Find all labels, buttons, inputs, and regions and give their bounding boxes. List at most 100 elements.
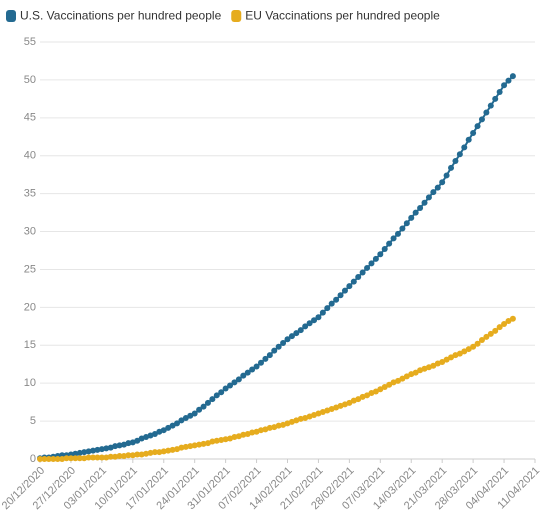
y-tick-label: 15 xyxy=(24,339,36,351)
data-point xyxy=(94,454,101,461)
data-point xyxy=(381,383,388,390)
data-point xyxy=(408,214,415,221)
data-point xyxy=(271,347,278,354)
y-tick-label: 45 xyxy=(24,112,36,124)
data-point xyxy=(187,412,194,419)
data-point xyxy=(249,366,256,373)
data-point xyxy=(231,379,238,386)
data-point xyxy=(280,339,287,346)
data-point xyxy=(372,255,379,262)
legend-swatch xyxy=(6,10,16,22)
data-point xyxy=(218,389,225,396)
data-point xyxy=(355,274,362,281)
data-point xyxy=(412,209,419,216)
data-point xyxy=(138,451,145,458)
data-point xyxy=(218,437,225,444)
data-point xyxy=(120,452,127,459)
data-point xyxy=(478,116,485,123)
data-point xyxy=(240,372,247,379)
data-point xyxy=(355,396,362,403)
data-point xyxy=(275,343,282,350)
data-point xyxy=(213,392,220,399)
data-point xyxy=(45,456,52,462)
data-point xyxy=(178,444,185,451)
data-point xyxy=(107,453,114,460)
data-point xyxy=(501,321,508,328)
data-point xyxy=(209,438,216,445)
data-point xyxy=(297,415,304,422)
data-point xyxy=(249,429,256,436)
data-point xyxy=(222,436,229,443)
data-point xyxy=(350,278,357,285)
data-point xyxy=(403,373,410,380)
data-point xyxy=(222,385,229,392)
data-point xyxy=(235,376,242,383)
data-point xyxy=(474,123,481,130)
data-point xyxy=(174,420,181,427)
data-point xyxy=(151,449,158,456)
data-point xyxy=(297,327,304,334)
data-point xyxy=(377,386,384,393)
data-point xyxy=(182,443,189,450)
data-point xyxy=(465,346,472,353)
data-point xyxy=(284,336,291,343)
data-point xyxy=(262,355,269,362)
data-point xyxy=(165,424,172,431)
data-point xyxy=(443,172,450,179)
data-point xyxy=(76,449,83,456)
data-point xyxy=(311,317,318,324)
data-point xyxy=(465,136,472,143)
data-point xyxy=(257,427,264,434)
data-point xyxy=(492,95,499,102)
data-point xyxy=(346,283,353,290)
data-point xyxy=(200,403,207,410)
data-point xyxy=(112,443,119,450)
data-point xyxy=(487,102,494,109)
data-point xyxy=(501,82,508,89)
data-point xyxy=(386,381,393,388)
data-point xyxy=(452,158,459,165)
legend-label: U.S. Vaccinations per hundred people xyxy=(20,9,222,23)
data-point xyxy=(448,354,455,361)
data-point xyxy=(94,446,101,453)
data-point xyxy=(129,452,136,459)
legend-swatch xyxy=(231,10,242,22)
data-point xyxy=(505,77,512,84)
data-point xyxy=(156,449,163,456)
y-tick-label: 50 xyxy=(24,74,36,86)
data-point xyxy=(302,323,309,330)
data-point xyxy=(266,424,273,431)
data-point xyxy=(364,392,371,399)
data-point xyxy=(381,245,388,252)
data-point xyxy=(470,129,477,136)
data-point xyxy=(430,189,437,196)
data-point xyxy=(461,348,468,355)
data-point xyxy=(253,363,260,370)
data-point xyxy=(112,453,119,460)
data-point xyxy=(178,417,185,424)
y-tick-label: 0 xyxy=(30,453,36,465)
data-point xyxy=(98,446,105,453)
series-line xyxy=(40,317,514,460)
data-point xyxy=(403,220,410,227)
data-point xyxy=(315,314,322,321)
data-point xyxy=(496,89,503,96)
data-point xyxy=(333,296,340,303)
data-point xyxy=(227,382,234,389)
y-tick-label: 20 xyxy=(24,301,36,313)
series-line xyxy=(39,75,514,460)
data-point xyxy=(399,375,406,382)
data-point xyxy=(191,410,198,417)
data-point xyxy=(209,396,216,403)
data-point xyxy=(293,330,300,337)
data-point xyxy=(470,343,477,350)
data-point xyxy=(165,447,172,454)
data-point xyxy=(306,320,313,327)
data-point xyxy=(76,455,83,462)
data-point xyxy=(37,456,43,462)
data-point xyxy=(275,422,282,429)
data-point xyxy=(324,305,331,312)
y-tick-label: 5 xyxy=(30,415,36,427)
data-point xyxy=(443,356,450,363)
data-point xyxy=(496,324,503,331)
